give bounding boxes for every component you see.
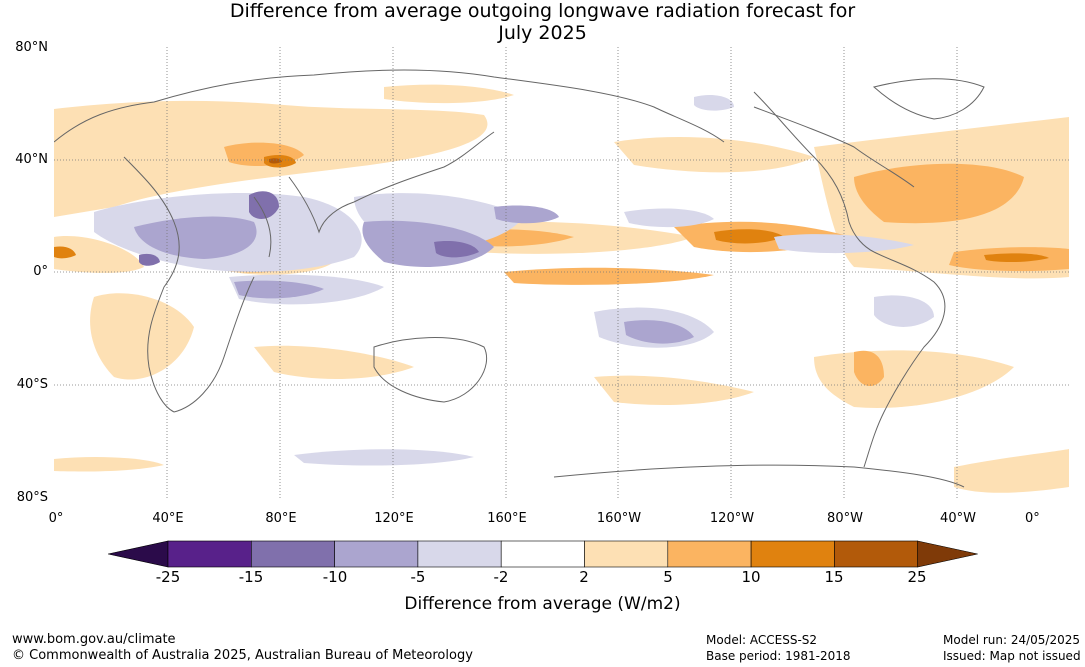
title-line-2: July 2025 — [498, 22, 587, 44]
colorbar-segment — [584, 540, 669, 568]
colorbar-tick-label: 15 — [824, 568, 844, 586]
anomaly-mid-purple — [139, 191, 479, 266]
footer-model: Model: ACCESS-S2 — [706, 633, 818, 647]
colorbar-tick-label: 25 — [907, 568, 927, 586]
map-panel — [54, 47, 1069, 498]
colorbar-segment — [834, 540, 919, 568]
anomaly-map — [54, 47, 1069, 498]
graticule — [54, 47, 1069, 498]
lon-label-120w: 120°W — [709, 511, 755, 526]
colorbar-segment — [251, 540, 335, 568]
footer-model-run: Model run: 24/05/2025 — [943, 633, 1081, 647]
colorbar-title: Difference from average (W/m2) — [404, 594, 681, 614]
footer-run-info: Model run: 24/05/2025 Issued: Map not is… — [943, 632, 1081, 664]
colorbar-tick-label: -5 — [410, 568, 426, 586]
lon-label-120e: 120°E — [374, 511, 414, 526]
colorbar-tick-label: -10 — [322, 568, 348, 586]
lat-label-0: 0° — [33, 264, 48, 279]
colorbar-segment — [417, 540, 502, 568]
colorbar-tick-label: -2 — [493, 568, 509, 586]
colorbar-tick-label: -25 — [155, 568, 181, 586]
colorbar-tick-label: 10 — [741, 568, 761, 586]
footer-issued: Issued: Map not issued — [943, 649, 1081, 663]
lat-label-40n: 40°N — [15, 152, 48, 167]
lat-label-80s: 80°S — [16, 490, 48, 505]
lon-label-160e: 160°E — [487, 511, 527, 526]
colorbar-tick-label: 2 — [579, 568, 589, 586]
lon-label-40w: 40°W — [940, 511, 976, 526]
colorbar — [108, 540, 978, 568]
lon-label-160w: 160°W — [596, 511, 642, 526]
footer-left: www.bom.gov.au/climate © Commonwealth of… — [12, 632, 473, 664]
footer-site: www.bom.gov.au/climate — [12, 632, 176, 647]
title-line-1: Difference from average outgoing longwav… — [229, 0, 856, 22]
footer-copyright: © Commonwealth of Australia 2025, Austra… — [12, 648, 473, 663]
lat-label-40s: 40°S — [16, 377, 48, 392]
lon-label-0-left: 0° — [48, 511, 64, 526]
coastlines — [54, 69, 985, 488]
lon-label-0-right: 0° — [1025, 511, 1040, 526]
colorbar-segment — [167, 540, 252, 568]
colorbar-segment — [334, 540, 419, 568]
colorbar-tick-label: 5 — [663, 568, 673, 586]
colorbar-extend-low — [108, 540, 169, 568]
anomaly-light-purple — [134, 205, 694, 344]
colorbar-segment — [500, 540, 585, 568]
footer-model-info: Model: ACCESS-S2 Base period: 1981-2018 — [706, 632, 851, 664]
colorbar-extend-high — [917, 540, 978, 568]
colorbar-segment — [750, 540, 835, 568]
lon-label-80e: 80°E — [265, 511, 297, 526]
lon-label-80w: 80°W — [827, 511, 863, 526]
colorbar-segment — [667, 540, 752, 568]
lat-label-80n: 80°N — [15, 40, 48, 55]
lon-label-40e: 40°E — [152, 511, 184, 526]
colorbar-tick-label: -15 — [238, 568, 264, 586]
map-title: Difference from average outgoing longwav… — [0, 0, 1085, 44]
footer-base-period: Base period: 1981-2018 — [706, 649, 851, 663]
